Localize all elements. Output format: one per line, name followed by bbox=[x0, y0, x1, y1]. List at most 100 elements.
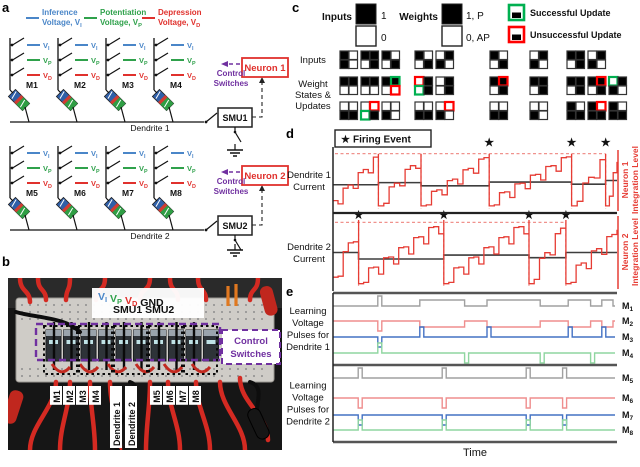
switch-blade bbox=[60, 175, 73, 184]
sub-base: V bbox=[139, 164, 144, 173]
breadboard-hole bbox=[109, 375, 111, 377]
voltage-line-label: VI bbox=[43, 41, 50, 52]
memristor-label: M4 bbox=[170, 80, 182, 90]
firing-event-legend-box bbox=[334, 129, 432, 148]
integration-level-axis-label: Neuron 1 Integration Level bbox=[620, 146, 640, 214]
panel-label-c: c bbox=[292, 0, 300, 15]
breadboard-hole bbox=[101, 368, 103, 370]
sub-base: M bbox=[622, 373, 630, 383]
breadboard-hole bbox=[61, 311, 63, 313]
breadboard-hole bbox=[37, 368, 39, 370]
photo-pin-label-bg bbox=[89, 385, 101, 405]
learning-pulses-label: Pulses for bbox=[287, 330, 329, 341]
breadboard-hole bbox=[125, 375, 127, 377]
learning-pulse-trace bbox=[333, 419, 615, 431]
breadboard-hole bbox=[93, 318, 95, 320]
breadboard-hole bbox=[213, 311, 215, 313]
dendrite-current-label: Current bbox=[293, 182, 325, 193]
input-pattern-cell bbox=[423, 59, 434, 70]
memristor-stripe-red bbox=[158, 95, 168, 105]
memristor-trace-label: M5 bbox=[622, 373, 634, 385]
voltage-line-label: VI bbox=[139, 41, 146, 52]
weight-state-d1-cell bbox=[423, 85, 434, 96]
breadboard-hole bbox=[205, 318, 207, 320]
weight-state-d2-cell bbox=[423, 110, 434, 121]
voltage-line-label: VD bbox=[139, 179, 148, 190]
sub-script: D bbox=[192, 184, 196, 190]
voltage-line-label: VD bbox=[91, 71, 100, 82]
breadboard-hole bbox=[189, 318, 191, 320]
sub-script: P bbox=[192, 169, 196, 175]
switch-blade bbox=[156, 37, 169, 46]
learning-pulses-label: Pulses for bbox=[287, 405, 329, 416]
memristor-label: M8 bbox=[170, 188, 182, 198]
sub-script: I bbox=[96, 46, 98, 52]
memristor-mark bbox=[19, 207, 26, 216]
sub-base: Voltage, V bbox=[158, 18, 197, 27]
sub-base: V bbox=[43, 164, 48, 173]
voltage-line-label: VI bbox=[43, 149, 50, 160]
voltage-symbol-sub: P bbox=[117, 297, 122, 306]
input-pattern-cell bbox=[538, 59, 549, 70]
red-wire bbox=[143, 379, 153, 450]
memristor-trace-label: M2 bbox=[622, 316, 634, 328]
control-switches-label: Control bbox=[234, 336, 268, 347]
learning-pulse-trace bbox=[333, 367, 615, 379]
legend-weight-off-square bbox=[441, 25, 463, 47]
control-switches-label: Control bbox=[217, 69, 245, 78]
breadboard-hole bbox=[229, 368, 231, 370]
sub-script: 8 bbox=[630, 430, 634, 437]
breadboard-hole bbox=[173, 368, 175, 370]
voltage-symbol-sub: D bbox=[132, 299, 138, 308]
input-pattern-cell bbox=[538, 50, 549, 61]
arrow-left-icon bbox=[221, 169, 228, 175]
switch-blade bbox=[108, 52, 121, 61]
panel-label-d: d bbox=[286, 126, 294, 141]
learning-pulses-label: Dendrite 2 bbox=[286, 417, 330, 428]
weight-state-d2-cell bbox=[381, 110, 392, 121]
breadboard-hole bbox=[21, 318, 23, 320]
firing-event-star-icon: ★ bbox=[439, 209, 449, 221]
memristor-mark bbox=[107, 91, 113, 99]
memristor-icon bbox=[7, 88, 31, 112]
sub-script: I bbox=[80, 23, 82, 29]
sub-base: V bbox=[91, 41, 96, 50]
voltage-line-label: VP bbox=[91, 164, 100, 175]
breadboard-hole bbox=[45, 375, 47, 377]
breadboard-hole bbox=[245, 304, 247, 306]
photo-pin-label: Dendrite 2 bbox=[125, 386, 137, 448]
memristor-lead bbox=[168, 214, 174, 231]
breadboard-hole bbox=[29, 368, 31, 370]
legend-input-off-square bbox=[355, 25, 377, 47]
memristor-icon bbox=[151, 196, 175, 220]
weight-state-d1-cell bbox=[489, 76, 500, 87]
weight-state-d1-cell bbox=[444, 85, 455, 96]
switch-blade bbox=[205, 220, 218, 231]
breadboard-hole bbox=[205, 375, 207, 377]
sub-base: V bbox=[187, 71, 192, 80]
breadboard-hole bbox=[37, 311, 39, 313]
weight-state-d2-cell bbox=[608, 110, 619, 121]
control-switches-label: Control bbox=[217, 177, 245, 186]
weight-state-d1-cell bbox=[339, 76, 350, 87]
input-pattern-cell bbox=[575, 50, 586, 61]
photo-pin-label: Dendrite 1 bbox=[110, 386, 122, 448]
sub-script: D bbox=[48, 76, 52, 82]
legend-successful-update-inner bbox=[512, 12, 521, 18]
sub-base: V bbox=[91, 164, 96, 173]
breadboard-hole bbox=[29, 304, 31, 306]
neuron-label: Neuron 2 bbox=[620, 233, 630, 270]
sub-script: I bbox=[96, 154, 98, 160]
weight-state-d2-cell bbox=[368, 100, 380, 112]
photo-pin-label: M5 bbox=[150, 385, 162, 405]
sub-base: M bbox=[622, 348, 630, 358]
smu-neuron-dashed-wire bbox=[252, 82, 263, 118]
alligator-clip bbox=[259, 286, 278, 316]
memristor-label: M7 bbox=[122, 188, 134, 198]
weight-state-d2-cell bbox=[617, 101, 628, 112]
voltage-line-label: VD bbox=[91, 179, 100, 190]
dendrite-baseline-current bbox=[333, 179, 617, 187]
neuron-box bbox=[241, 165, 289, 186]
sub-script: I bbox=[48, 46, 50, 52]
